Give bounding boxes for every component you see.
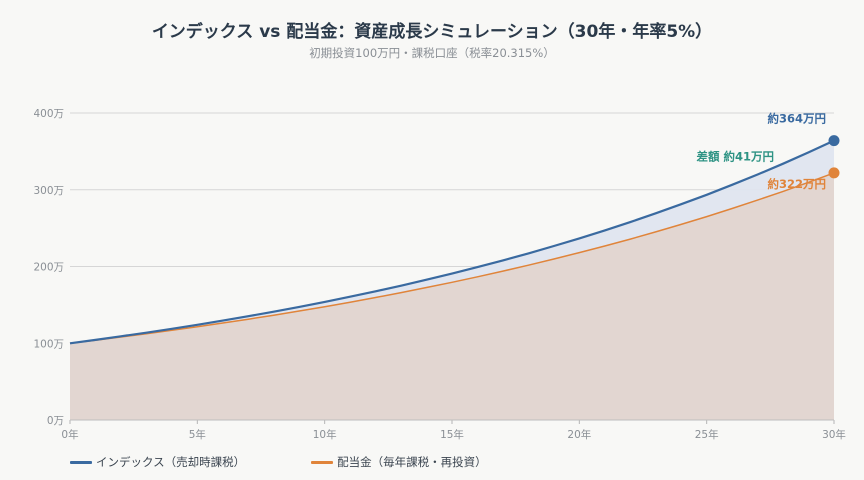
- legend-swatch-index: [70, 460, 92, 464]
- x-tick-label: 10年: [313, 428, 337, 441]
- y-tick-label: 200万: [33, 262, 64, 274]
- line-dividend: [69, 172, 835, 345]
- x-tick-label: 15年: [440, 428, 464, 441]
- x-tick-label: 0年: [61, 428, 78, 441]
- y-tick-label: 300万: [33, 185, 64, 197]
- annotation-diff: 差額 約41万円: [696, 150, 774, 164]
- annotation-index-end: 約364万円: [767, 112, 826, 126]
- y-tick-label: 0万: [47, 415, 64, 427]
- line-index: [69, 139, 835, 345]
- legend: インデックス（売却時課税） 配当金（毎年課税・再投資）: [70, 454, 553, 470]
- chart-title: インデックス vs 配当金：資産成長シミュレーション（30年・年率5%）: [151, 22, 713, 42]
- legend-item-index[interactable]: インデックス（売却時課税）: [70, 454, 245, 470]
- x-tick-label: 30年: [822, 428, 846, 441]
- x-tick-label: 20年: [567, 428, 591, 441]
- area-dividend: [70, 172, 834, 420]
- endpoint-dividend: [828, 167, 840, 179]
- x-tick-label: 25年: [695, 428, 719, 441]
- chart-subtitle: 初期投資100万円・課税口座（税率20.315%）: [309, 46, 555, 60]
- y-tick-label: 100万: [33, 338, 64, 350]
- x-tick-label: 5年: [189, 428, 206, 441]
- legend-item-dividend[interactable]: 配当金（毎年課税・再投資）: [311, 454, 487, 470]
- legend-label-index: インデックス（売却時課税）: [96, 455, 246, 469]
- y-tick-label: 400万: [33, 108, 64, 120]
- endpoint-index: [828, 135, 840, 147]
- annotation-dividend-end: 約322万円: [767, 177, 826, 191]
- legend-swatch-dividend: [311, 460, 334, 464]
- legend-label-dividend: 配当金（毎年課税・再投資）: [337, 455, 487, 469]
